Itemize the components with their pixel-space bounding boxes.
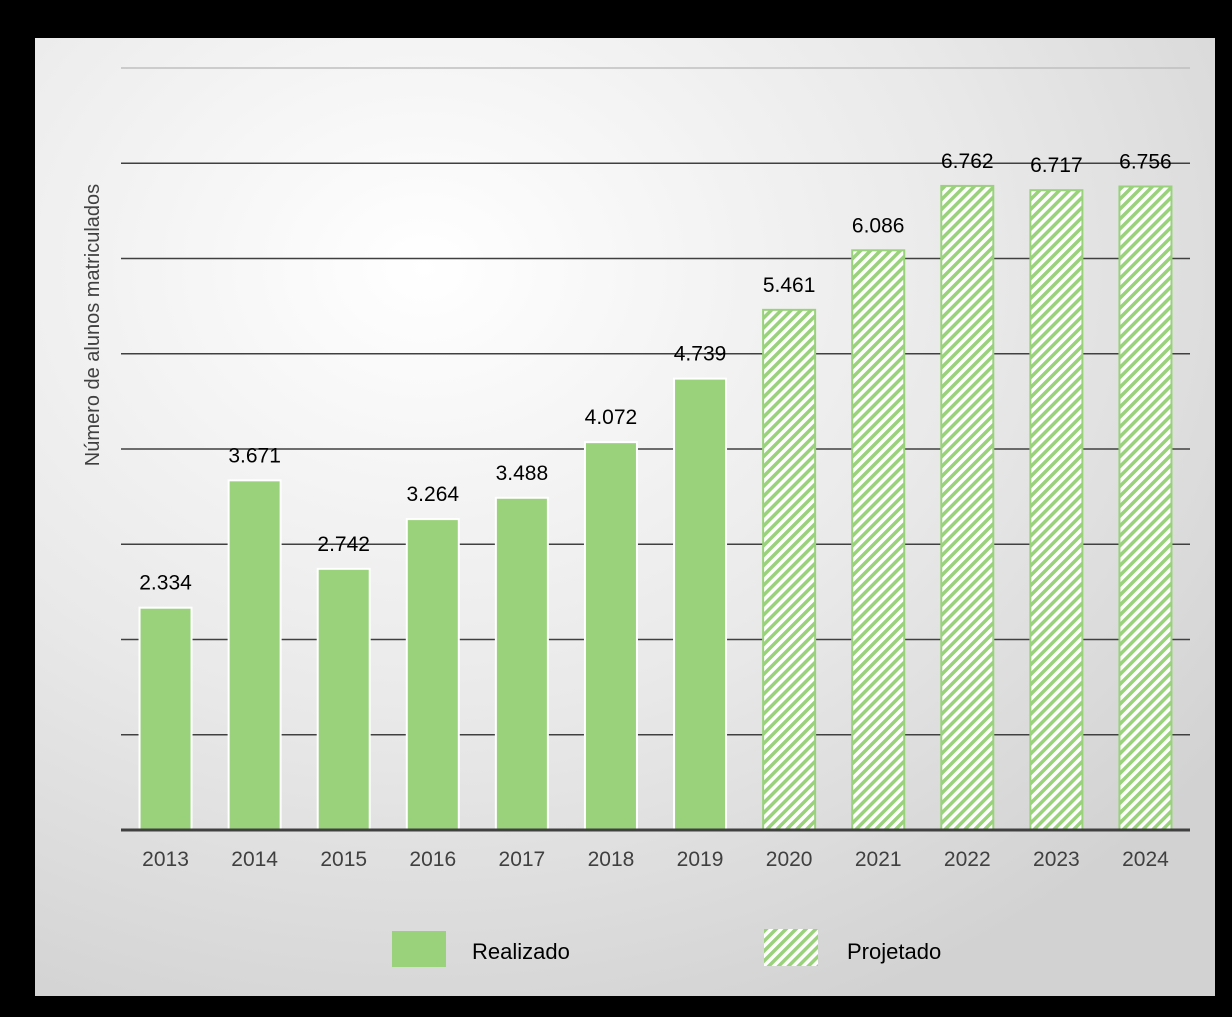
legend-label-projetado: Projetado (847, 939, 941, 964)
bar-2015 (316, 567, 371, 832)
legend: Realizado Projetado (392, 929, 941, 967)
bar-2023 (1029, 189, 1084, 831)
data-label-2017: 3.488 (496, 462, 549, 485)
data-label-2024: 6.756 (1119, 150, 1172, 173)
x-tick-label: 2016 (409, 848, 456, 871)
bar-2020 (762, 308, 817, 832)
x-tick-label: 2019 (677, 848, 724, 871)
bar-2018 (583, 441, 638, 831)
x-tick-labels: 2013 2014 2015 2016 2017 2018 2019 2020 2021 2022… (142, 848, 1169, 871)
data-label-2019: 4.739 (674, 343, 727, 366)
data-label-2018: 4.072 (585, 406, 638, 429)
x-tick-label: 2017 (499, 848, 546, 871)
bar-2019 (673, 377, 728, 831)
data-label-2020: 5.461 (763, 274, 816, 297)
bar-2024 (1118, 185, 1173, 831)
gridlines (121, 67, 1190, 736)
x-tick-label: 2020 (766, 848, 813, 871)
data-labels: 2.334 3.671 2.742 3.264 3.488 4.072 4.739 5.461… (139, 150, 1171, 595)
x-tick-label: 2014 (231, 848, 278, 871)
bar-2017 (494, 496, 549, 831)
bar-2014 (227, 479, 282, 831)
x-tick-label: 2018 (588, 848, 635, 871)
x-tick-label: 2024 (1122, 848, 1169, 871)
x-tick-label: 2022 (944, 848, 991, 871)
x-tick-label: 2023 (1033, 848, 1080, 871)
legend-swatch-projetado (764, 929, 818, 966)
x-tick-label: 2015 (320, 848, 367, 871)
bar-2021 (851, 249, 906, 832)
x-tick-label: 2013 (142, 848, 189, 871)
data-label-2013: 2.334 (139, 572, 192, 595)
data-label-2022: 6.762 (941, 150, 994, 173)
data-label-2016: 3.264 (407, 483, 460, 506)
bar-2022 (940, 184, 995, 831)
x-tick-label: 2021 (855, 848, 902, 871)
legend-swatch-realizado (392, 931, 446, 967)
data-label-2015: 2.742 (317, 533, 370, 556)
bar-2016 (405, 518, 460, 831)
y-axis-label: Número de alunos matriculados (82, 184, 104, 466)
bars (138, 184, 1173, 832)
data-label-2021: 6.086 (852, 214, 905, 237)
data-label-2023: 6.717 (1030, 154, 1083, 177)
data-label-2014: 3.671 (228, 444, 281, 467)
bar-2013 (138, 606, 193, 832)
legend-label-realizado: Realizado (472, 939, 570, 964)
